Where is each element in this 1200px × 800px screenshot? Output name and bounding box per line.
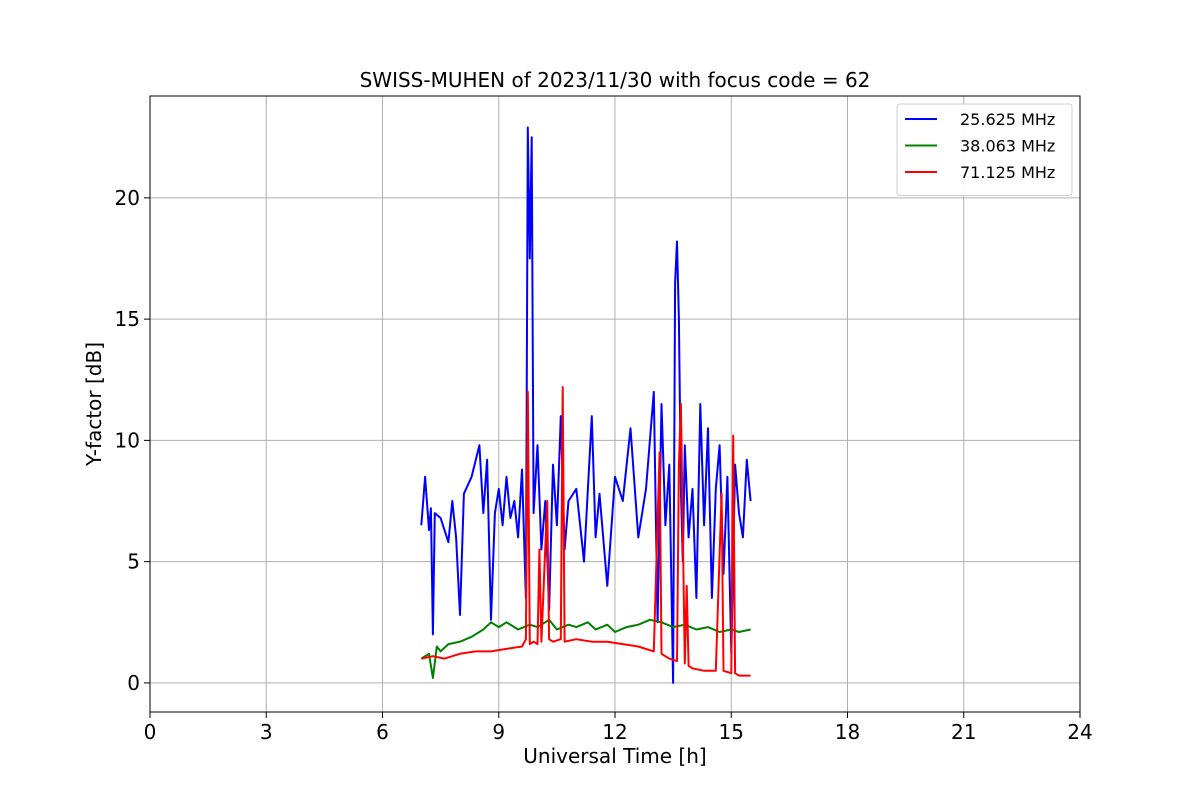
ticks: 0 3 6 9 12 15 18 21 24 0 5 10 15 20 bbox=[115, 186, 1093, 744]
y-tick-label: 10 bbox=[115, 428, 140, 452]
series-line-2 bbox=[420, 618, 751, 679]
legend-label: 71.125 MHz bbox=[960, 163, 1055, 182]
x-tick-label: 9 bbox=[492, 720, 505, 744]
x-tick-label: 0 bbox=[144, 720, 157, 744]
y-tick-label: 15 bbox=[115, 307, 140, 331]
x-tick-label: 24 bbox=[1067, 720, 1092, 744]
y-tick-label: 0 bbox=[127, 671, 140, 695]
legend-label: 25.625 MHz bbox=[960, 110, 1055, 129]
x-tick-label: 6 bbox=[376, 720, 389, 744]
legend-label: 38.063 MHz bbox=[960, 137, 1055, 156]
series-line-3 bbox=[421, 386, 751, 677]
x-tick-label: 15 bbox=[719, 720, 744, 744]
series-line-1 bbox=[420, 126, 752, 684]
y-tick-label: 5 bbox=[127, 550, 140, 574]
legend: 25.625 MHz 38.063 MHz 71.125 MHz bbox=[896, 103, 1073, 196]
x-axis-title: Universal Time [h] bbox=[523, 744, 706, 768]
legend-box bbox=[896, 103, 1073, 196]
x-tick-label: 12 bbox=[602, 720, 627, 744]
y-axis-title: Y-factor [dB] bbox=[82, 342, 106, 467]
x-tick-label: 21 bbox=[951, 720, 976, 744]
series-group bbox=[420, 126, 752, 684]
x-tick-label: 18 bbox=[835, 720, 860, 744]
chart-title: SWISS-MUHEN of 2023/11/30 with focus cod… bbox=[360, 68, 871, 92]
x-tick-label: 3 bbox=[260, 720, 273, 744]
y-tick-label: 20 bbox=[115, 186, 140, 210]
